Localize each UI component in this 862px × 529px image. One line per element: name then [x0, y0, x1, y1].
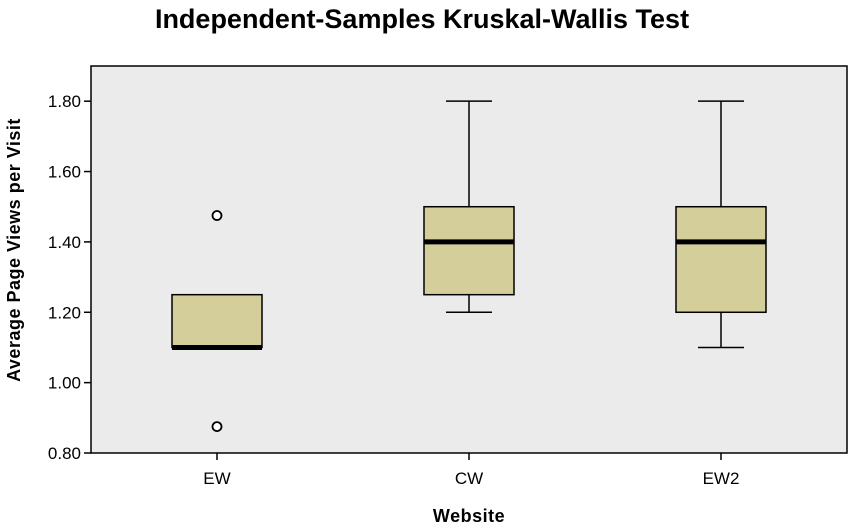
y-axis: 0.80 1.00 1.20 1.40 1.60 1.80: [48, 92, 91, 463]
box-ew2: [675, 100, 767, 349]
x-axis: EW CW EW2: [203, 453, 739, 488]
outlier-point: [211, 210, 223, 221]
x-axis-title: Website: [433, 506, 505, 526]
y-tick-label: 1.60: [48, 163, 81, 182]
x-tick-label: EW2: [703, 469, 740, 488]
boxes-group: [171, 100, 767, 433]
y-tick-label: 1.40: [48, 233, 81, 252]
box-ew: [171, 210, 263, 433]
x-tick-label: CW: [455, 469, 483, 488]
outlier-point: [211, 421, 223, 433]
box-iqr: [423, 205, 515, 296]
y-tick-label: 1.00: [48, 374, 81, 393]
box-iqr: [675, 205, 767, 314]
y-axis-title: Average Page Views per Visit: [4, 118, 24, 382]
box-cw: [423, 100, 515, 314]
y-tick-label: 1.20: [48, 303, 81, 322]
box-iqr: [171, 293, 263, 349]
chart-title: Independent-Samples Kruskal-Wallis Test: [155, 4, 689, 34]
x-tick-label: EW: [203, 469, 230, 488]
y-tick-label: 0.80: [48, 444, 81, 463]
y-tick-label: 1.80: [48, 92, 81, 111]
